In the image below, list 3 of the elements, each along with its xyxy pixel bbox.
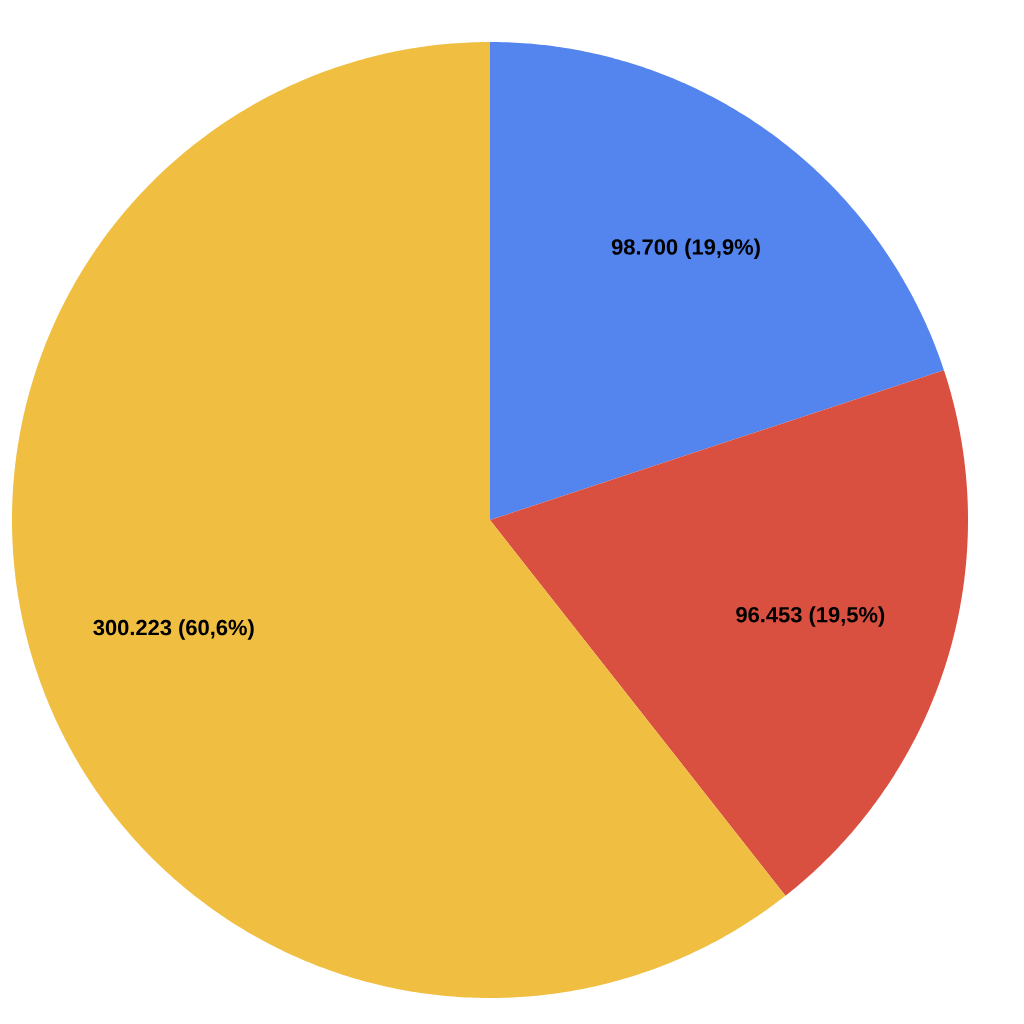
data-label: 98.700 (19,9%)	[611, 238, 760, 260]
data-label: 300.223 (60,6%)	[93, 619, 254, 640]
data-label: 96.453 (19,5%)	[736, 606, 885, 627]
